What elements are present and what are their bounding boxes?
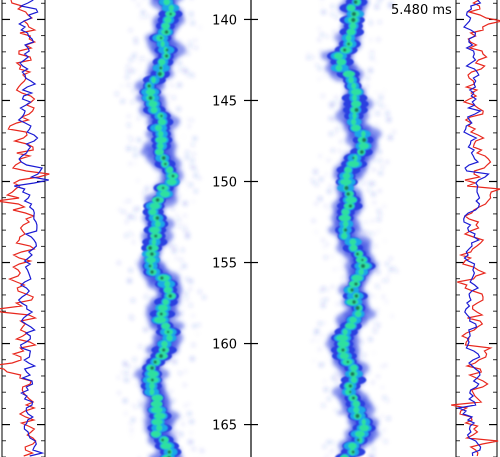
tick-label: 155 — [212, 257, 237, 272]
right-profile-blue-trace — [456, 0, 490, 457]
center-axis: 140 145 150 155 160 165 — [212, 0, 258, 457]
right-jet-plume — [306, 0, 398, 457]
tick-label: 145 — [212, 94, 237, 109]
plume-body — [139, 0, 183, 457]
left-profile-panel — [0, 0, 50, 457]
plume-body — [326, 0, 376, 457]
tick-label: 140 — [212, 13, 237, 28]
tick-label: 160 — [212, 338, 237, 353]
left-profile-ticks — [2, 2, 45, 457]
right-profile-red-trace — [451, 0, 500, 457]
center-axis-ticks: 140 145 150 155 160 165 — [212, 13, 258, 434]
time-stamp: 5.480 ms — [391, 3, 452, 18]
tick-label: 165 — [212, 419, 237, 434]
left-jet-plume — [115, 0, 206, 457]
right-profile-panel — [451, 0, 500, 457]
left-profile-blue-trace — [14, 0, 49, 457]
tick-label: 150 — [212, 176, 237, 191]
